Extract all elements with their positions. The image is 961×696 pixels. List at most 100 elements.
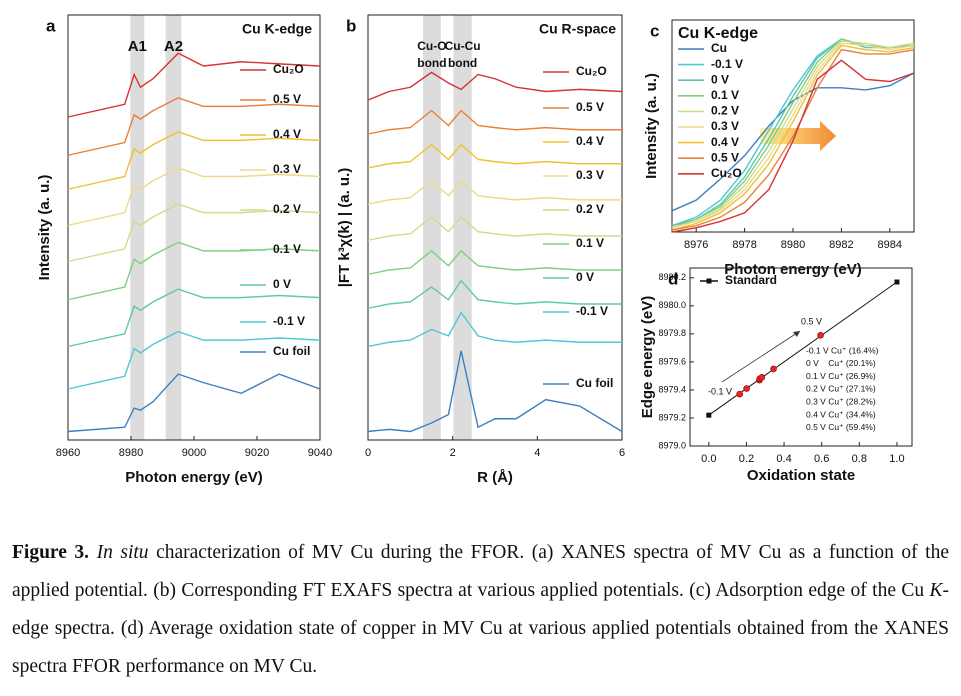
series-line (367, 311, 622, 348)
panel-title: Cu K-edge (242, 21, 312, 37)
x-tick-label: 0.8 (852, 453, 867, 465)
y-tick-label: 8979.0 (658, 440, 686, 450)
x-tick-label: 6 (619, 447, 625, 459)
region-label: Cu-Cu (445, 39, 481, 53)
x-tick-label: 1.0 (889, 453, 904, 465)
shaded-region (453, 15, 472, 440)
series-line (67, 167, 321, 227)
annotation: -0.1 V (708, 386, 732, 396)
legend-label: 0.3 V (273, 162, 301, 176)
shaded-region (423, 15, 441, 440)
y-tick-label: 8979.2 (658, 412, 686, 422)
annotation: 0.5 V (801, 316, 822, 326)
y-axis-label: Edge energy (eV) (639, 296, 656, 419)
panel-label: b (346, 16, 356, 35)
y-axis-label: Intensity (a. u.) (36, 175, 53, 281)
legend-label: Cu₂O (273, 62, 304, 76)
legend-label: 0.4 V (273, 127, 301, 141)
caption-text: -edge spectra. (d) Average oxidation sta… (12, 580, 949, 677)
y-tick-label: 8980.0 (658, 300, 686, 310)
point (743, 385, 750, 392)
series-line (67, 288, 321, 348)
legend-label: 0 V (576, 270, 594, 284)
region-label: bond (417, 56, 446, 70)
series-line (671, 72, 915, 212)
annotation-arrow (721, 330, 801, 383)
legend-label: 0 V (711, 72, 729, 86)
caption-text: characterization of MV Cu during the FFO… (12, 542, 950, 601)
panel-title: Cu R-space (539, 21, 616, 37)
legend-label: 0.2 V (711, 104, 739, 118)
legend-label: 0.5 V (711, 150, 739, 164)
legend-label: 0 V (273, 277, 291, 291)
y-tick-label: 8979.8 (658, 328, 686, 338)
note: 0.3 V Cu⁺ (28.2%) (806, 396, 876, 406)
caption-text (89, 542, 97, 563)
point (758, 374, 766, 381)
point (894, 279, 900, 285)
series-line (67, 330, 321, 390)
x-tick-label: 0.6 (814, 453, 829, 465)
series-line (67, 373, 321, 433)
figure: A1 A2 8960 8980 9000 9020 9040 Photon energy (e… (36, 14, 915, 486)
shaded-region (130, 15, 145, 440)
caption-text: In situ (96, 542, 149, 563)
caption: Figure 3. In situ characterization of MV… (12, 534, 949, 686)
series-line (367, 279, 622, 309)
region-label: A1 (128, 38, 147, 55)
note: 0.1 V Cu⁺ (26.9%) (806, 371, 876, 381)
series-line (67, 203, 321, 263)
x-tick-label: 9040 (308, 447, 332, 459)
legend-label: 0.1 V (273, 242, 301, 256)
legend-label: Cu₂O (576, 64, 607, 78)
legend-label: 0.5 V (576, 100, 604, 114)
legend-marker (706, 278, 712, 284)
legend-label: 0.2 V (273, 202, 301, 216)
region-label: Cu-O (417, 39, 446, 53)
series-line (367, 143, 622, 169)
legend-label: -0.1 V (273, 314, 305, 328)
shaded-region (165, 15, 182, 440)
x-axis-label: Oxidation state (747, 467, 855, 484)
legend-label: Cu₂O (711, 166, 742, 180)
legend-label: 0.1 V (576, 236, 604, 250)
panel-label: c (650, 21, 659, 40)
series-line (671, 42, 915, 229)
caption-text: Figure 3. (12, 542, 90, 563)
series-line (67, 131, 321, 190)
x-tick-label: 0 (365, 447, 371, 459)
annotation-arrowhead (793, 331, 800, 337)
series-line (367, 350, 623, 433)
x-axis-label: R (Å) (477, 469, 513, 486)
legend-label: 0.4 V (711, 135, 739, 149)
x-tick-label: 8982 (829, 239, 853, 251)
point (817, 331, 824, 339)
y-axis-label: |FT k³χ(k) | (a. u.) (336, 168, 353, 288)
legend-label: 0.3 V (576, 168, 604, 182)
note: -0.1 V Cu⁺ (16.4%) (806, 345, 879, 355)
x-tick-label: 8978 (732, 239, 756, 251)
y-axis-label: Intensity (a. u.) (643, 73, 660, 179)
series-line (367, 249, 622, 275)
series-line (671, 40, 915, 229)
x-tick-label: 4 (534, 447, 540, 459)
point (736, 390, 743, 398)
x-tick-label: 8984 (878, 239, 902, 251)
panel-label: d (668, 269, 678, 288)
legend-label: 0.3 V (711, 119, 739, 133)
legend-label: 0.5 V (273, 92, 301, 106)
x-axis-label: Photon energy (eV) (724, 261, 862, 278)
legend-label: Cu foil (273, 344, 310, 358)
series-line (67, 52, 321, 118)
note: 0 V Cu⁺ (20.1%) (806, 358, 876, 368)
legend-label: Cu foil (576, 376, 613, 390)
x-tick-label: 0.0 (701, 453, 716, 465)
x-tick-label: 2 (450, 447, 456, 459)
legend-label: Cu (711, 41, 727, 55)
y-tick-label: 8980.2 (658, 272, 686, 282)
region-label: bond (448, 56, 477, 70)
plot-frame (671, 19, 915, 233)
point (770, 365, 777, 373)
note: 0.4 V Cu⁺ (34.4%) (806, 409, 876, 419)
